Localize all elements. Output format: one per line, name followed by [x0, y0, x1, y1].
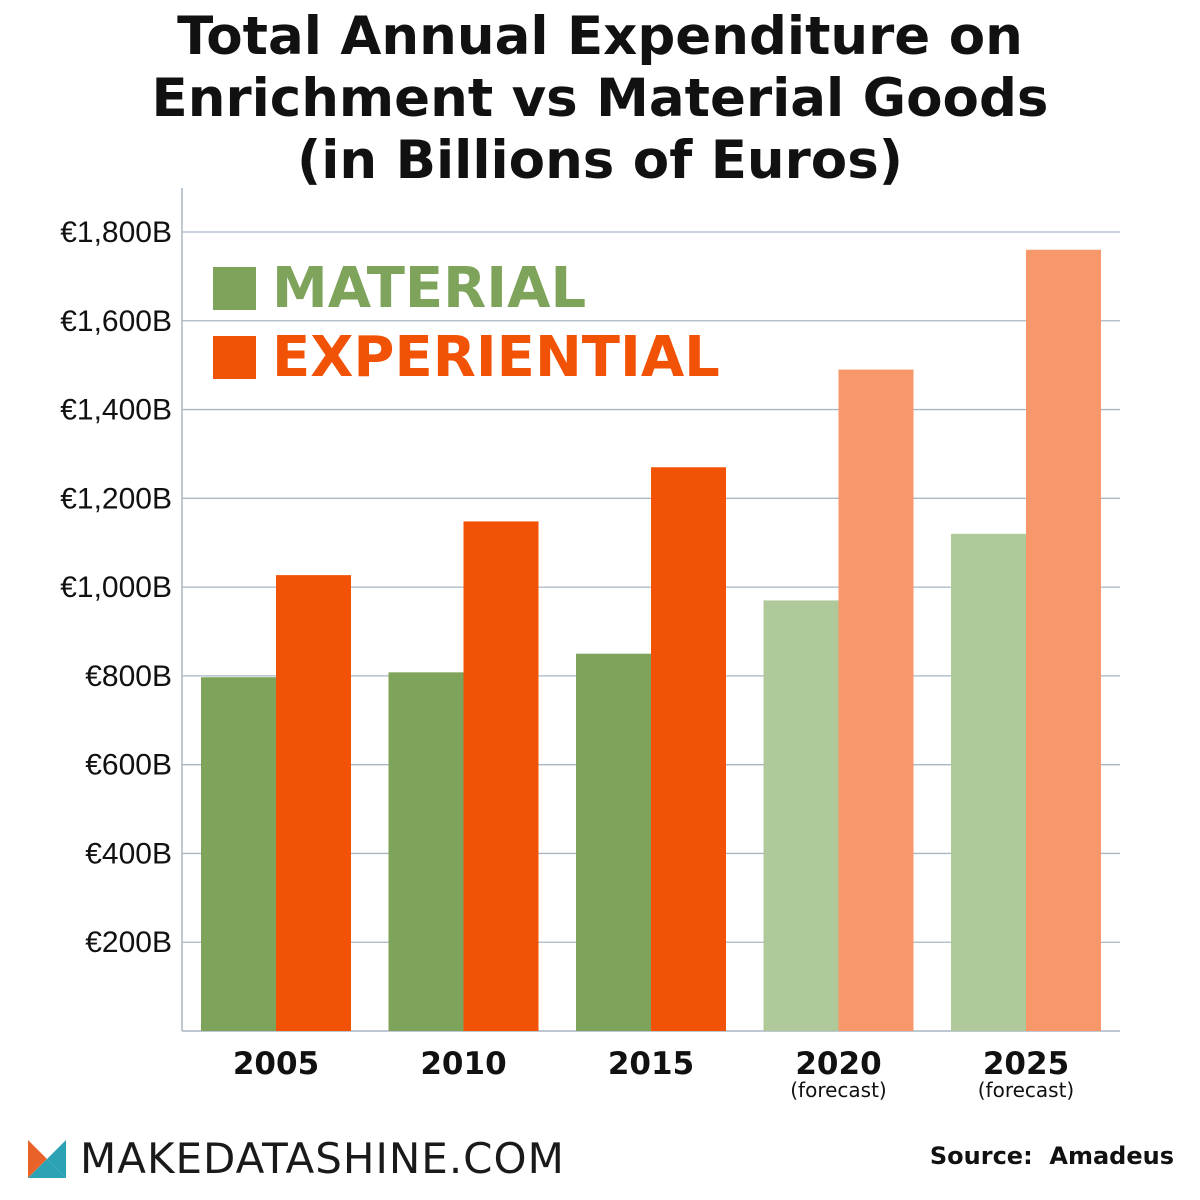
y-tick-label: €1,400B: [60, 394, 172, 427]
y-tick-label: €1,200B: [60, 482, 172, 515]
y-tick-label: €1,000B: [60, 571, 172, 604]
bar-material-2005: [201, 677, 276, 1031]
bar-material-2020: [763, 600, 839, 1031]
legend-material-swatch: [213, 267, 256, 310]
y-tick-label: €600B: [85, 749, 172, 782]
bar-experiential-2025: [1026, 249, 1101, 1031]
legend-experiential-label: EXPERIENTIAL: [272, 325, 720, 390]
bar-experiential-2010: [463, 521, 539, 1031]
y-tick-label: €400B: [85, 837, 172, 870]
y-tick-label: €800B: [85, 660, 172, 693]
source-credit: Source: Amadeus: [929, 1142, 1174, 1170]
brand-name: MAKEDATASHINE.COM: [80, 1134, 565, 1183]
bar-experiential-2020: [838, 369, 914, 1031]
bar-material-2015: [576, 653, 651, 1031]
y-tick-label: €200B: [85, 926, 172, 959]
x-tick-label: 2020: [795, 1046, 881, 1082]
chart-title-line-3: (in Billions of Euros): [297, 130, 903, 191]
x-tick-label: 2025: [983, 1046, 1069, 1082]
brand-logo-icon: [28, 1139, 66, 1178]
x-tick-label: 2015: [608, 1046, 694, 1082]
y-tick-label: €1,600B: [60, 305, 172, 338]
brand-footer: MAKEDATASHINE.COM: [28, 1134, 565, 1183]
chart-title: Total Annual Expenditure on Enrichment v…: [0, 6, 1200, 192]
legend-material-label: MATERIAL: [272, 256, 586, 321]
chart-title-line-2: Enrichment vs Material Goods: [151, 68, 1049, 129]
chart-title-line-1: Total Annual Expenditure on: [177, 6, 1023, 67]
bar-experiential-2015: [651, 467, 726, 1031]
x-tick-note: (forecast): [790, 1078, 886, 1102]
bar-experiential-2005: [276, 575, 351, 1031]
x-tick-note: (forecast): [978, 1078, 1074, 1102]
bar-material-2025: [951, 533, 1026, 1031]
x-tick-label: 2010: [420, 1046, 506, 1082]
x-tick-label: 2005: [233, 1046, 319, 1082]
y-tick-label: €1,800B: [60, 216, 172, 249]
legend-experiential-swatch: [213, 336, 256, 379]
bar-material-2010: [388, 672, 464, 1031]
